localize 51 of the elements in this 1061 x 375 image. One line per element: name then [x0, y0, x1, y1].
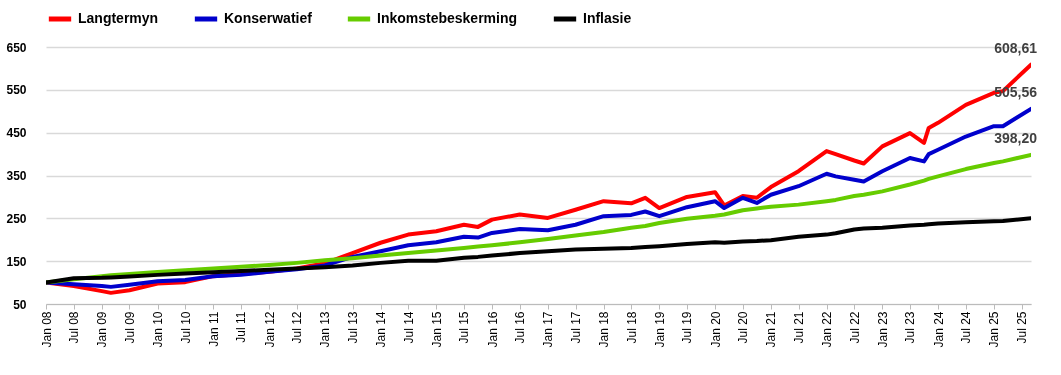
x-tick-label: Jan 24 [931, 311, 946, 348]
y-tick-label: 650 [6, 40, 27, 55]
x-tick-label: Jan 11 [206, 311, 221, 347]
legend-label: Inkomstebeskerming [377, 10, 518, 26]
y-tick-label: 150 [6, 254, 27, 269]
annotation: 398,20 [994, 129, 1038, 146]
x-tick-label: Jul 16 [513, 311, 528, 344]
x-tick-label: Jul 11 [234, 311, 249, 343]
annotation: 505,56 [994, 83, 1038, 100]
x-tick-label: Jan 23 [875, 311, 890, 348]
x-tick-label: Jan 10 [151, 311, 166, 348]
line-series [46, 216, 1031, 285]
x-tick-label: Jul 25 [1015, 311, 1030, 344]
legend-label: Inflasie [583, 10, 632, 26]
x-tick-label: Jan 15 [429, 311, 444, 348]
x-tick-label: Jul 15 [457, 311, 472, 344]
y-tick-label: 350 [6, 169, 27, 183]
x-tick-label: Jul 21 [792, 311, 807, 344]
x-tick-label: Jan 19 [652, 311, 667, 348]
x-tick-label: Jul 09 [123, 311, 137, 344]
x-tick-label: Jul 19 [680, 311, 695, 344]
x-tick-label: Jul 23 [903, 311, 918, 344]
x-tick-label: Jul 17 [569, 311, 584, 344]
x-tick-label: Jan 14 [374, 311, 389, 348]
x-tick-label: Jan 16 [485, 311, 500, 348]
annotation: 608,61 [994, 39, 1038, 56]
legend-label: Langtermyn [78, 10, 159, 26]
x-tick-label: Jul 22 [847, 311, 862, 344]
legend-label: Konserwatief [224, 10, 313, 26]
x-tick-label: Jan 25 [987, 311, 1002, 348]
x-tick-label: Jan 20 [708, 311, 723, 348]
x-tick-label: Jan 17 [541, 311, 556, 348]
y-tick-label: 50 [13, 297, 27, 312]
x-tick-label: Jan 09 [95, 311, 110, 348]
x-tick-label: Jul 24 [959, 311, 974, 344]
x-tick-label: Jul 18 [624, 311, 639, 344]
y-tick-label: 250 [6, 211, 27, 226]
x-tick-label: Jul 20 [736, 311, 751, 344]
x-tick-label: Jan 18 [597, 311, 612, 348]
x-tick-label: Jul 14 [401, 311, 416, 344]
y-tick-label: 450 [6, 126, 27, 141]
x-tick-label: Jul 08 [67, 311, 82, 344]
x-tick-label: Jan 21 [764, 311, 779, 348]
x-tick-label: Jan 22 [820, 311, 835, 348]
x-tick-label: Jul 12 [290, 311, 305, 344]
x-tick-label: Jan 12 [262, 311, 277, 348]
x-tick-label: Jan 08 [39, 311, 54, 348]
y-tick-label: 550 [6, 83, 27, 98]
x-tick-label: Jan 13 [318, 311, 333, 348]
x-tick-label: Jul 10 [178, 311, 193, 344]
x-tick-label: Jul 13 [346, 311, 361, 344]
